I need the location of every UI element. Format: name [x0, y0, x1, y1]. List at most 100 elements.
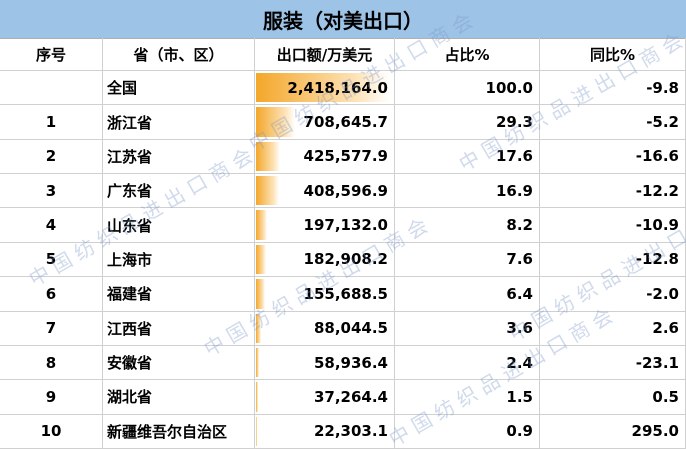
cell-text: 22,303.1 [313, 422, 388, 441]
data-bar [256, 73, 390, 103]
data-bar [256, 313, 261, 343]
data-bar [256, 244, 267, 275]
data-bar [256, 279, 265, 309]
table-cell: 17.6 [395, 139, 540, 175]
table-cell: 197,132.0 [255, 208, 395, 243]
cell-text: 浙江省 [107, 113, 153, 132]
cell-text: 湖北省 [107, 388, 153, 407]
table-cell: -23.1 [540, 345, 686, 381]
table-cell: 295.0 [540, 414, 686, 449]
table-cell: 155,688.5 [255, 277, 395, 312]
table-cell: 1.5 [395, 380, 540, 415]
table-cell: 37,264.4 [255, 380, 395, 415]
table-cell [0, 71, 103, 106]
cell-text: 7 [45, 319, 57, 338]
table-cell: 2.4 [395, 345, 540, 381]
cell-text: 2 [45, 147, 57, 166]
cell-text: 10 [40, 422, 62, 441]
cell-text: 江苏省 [107, 147, 153, 166]
cell-text: 9 [45, 387, 57, 406]
table-cell: 浙江省 [103, 105, 255, 140]
table-cell: -5.2 [540, 105, 686, 140]
table-cell: -10.9 [540, 208, 686, 243]
data-bar [256, 347, 260, 378]
cell-text: 山东省 [107, 216, 153, 235]
data-bar [256, 382, 259, 412]
table-cell: 上海市 [103, 242, 255, 278]
table-cell: 6 [0, 277, 103, 312]
header-text: 出口额/万美元 [276, 45, 373, 64]
header-text: 同比% [589, 45, 636, 64]
column-header: 省（市、区） [103, 38, 255, 71]
table-cell: 湖北省 [103, 380, 255, 415]
table-cell: 4 [0, 208, 103, 243]
column-header: 序号 [0, 38, 103, 71]
table-cell: 0.9 [395, 414, 540, 449]
cell-text: 0.5 [652, 387, 679, 406]
data-bar [256, 416, 258, 446]
header-text: 序号 [35, 45, 66, 64]
table-cell: 425,577.9 [255, 139, 395, 175]
cell-text: 708,645.7 [303, 113, 388, 132]
table-cell: 0.5 [540, 380, 686, 415]
cell-text: 7.6 [506, 250, 533, 269]
table-cell: 58,936.4 [255, 345, 395, 381]
table-cell: 88,044.5 [255, 311, 395, 346]
cell-text: 2,418,164.0 [287, 78, 388, 97]
cell-text: 上海市 [107, 250, 153, 269]
table-cell: 福建省 [103, 277, 255, 312]
column-header: 出口额/万美元 [255, 38, 395, 71]
table-cell: 16.9 [395, 174, 540, 209]
table-cell: -9.8 [540, 71, 686, 106]
cell-text: 2.6 [652, 319, 679, 338]
column-header: 占比% [395, 38, 540, 71]
table-cell: 山东省 [103, 208, 255, 243]
cell-text: 88,044.5 [313, 319, 388, 338]
table-cell: 8 [0, 345, 103, 381]
cell-text: -10.9 [635, 216, 679, 235]
header-text: 占比% [444, 45, 490, 64]
table-cell: 22,303.1 [255, 414, 395, 449]
cell-text: 6.4 [506, 284, 533, 303]
table-cell: -2.0 [540, 277, 686, 312]
data-bar [256, 210, 267, 240]
cell-text: 广东省 [107, 182, 153, 201]
table-cell: 1 [0, 105, 103, 140]
cell-text: 福建省 [107, 285, 153, 304]
table-cell: 江西省 [103, 311, 255, 346]
table-cell: 6.4 [395, 277, 540, 312]
cell-text: 425,577.9 [303, 147, 388, 166]
cell-text: 37,264.4 [313, 387, 388, 406]
table-cell: 29.3 [395, 105, 540, 140]
table-cell: 5 [0, 242, 103, 278]
cell-text: 3 [45, 181, 57, 200]
table-cell: 2 [0, 139, 103, 175]
cell-text: 100.0 [485, 78, 533, 97]
table-cell: 新疆维吾尔自治区 [103, 414, 255, 449]
cell-text: 1.5 [506, 387, 533, 406]
table-cell: 全国 [103, 71, 255, 106]
table-cell: 10 [0, 414, 103, 449]
cell-text: 新疆维吾尔自治区 [107, 422, 228, 441]
cell-text: -12.2 [635, 181, 679, 200]
cell-text: -9.8 [646, 78, 679, 97]
table-cell: 2.6 [540, 311, 686, 346]
column-header: 同比% [540, 38, 686, 71]
table-cell: 182,908.2 [255, 242, 395, 278]
table-cell: 100.0 [395, 71, 540, 106]
cell-text: 8 [45, 353, 57, 372]
table-cell: 安徽省 [103, 345, 255, 381]
cell-text: -5.2 [646, 113, 679, 132]
cell-text: 58,936.4 [313, 353, 388, 372]
data-bar [256, 107, 296, 137]
cell-text: 安徽省 [107, 354, 153, 373]
table-cell: 408,596.9 [255, 174, 395, 209]
data-bar [256, 176, 279, 206]
table-cell: 8.2 [395, 208, 540, 243]
table-cell: 9 [0, 380, 103, 415]
table-cell: -12.8 [540, 242, 686, 278]
cell-text: 全国 [107, 79, 138, 98]
cell-text: 155,688.5 [303, 284, 388, 303]
table-cell: -12.2 [540, 174, 686, 209]
